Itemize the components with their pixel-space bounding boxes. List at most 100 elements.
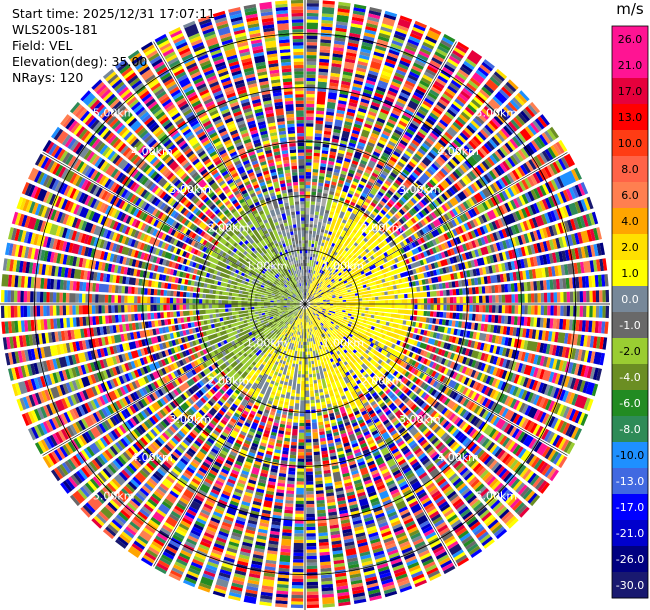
ray-gates — [311, 409, 316, 414]
ray-gates — [196, 474, 227, 525]
ray-gates — [254, 420, 273, 466]
ray-gates — [486, 198, 520, 221]
colorbar-tick-label: 17.0 — [618, 85, 643, 98]
ray-gates — [521, 293, 525, 303]
ray-gates — [517, 282, 522, 292]
ray-gates — [156, 494, 205, 572]
ray-gates — [364, 45, 417, 154]
ray-gates — [307, 71, 435, 300]
ray-gates — [121, 225, 164, 248]
ray-gates — [316, 313, 508, 478]
ray-gates — [305, 64, 317, 231]
ray-gates — [247, 79, 297, 268]
ray-gates — [30, 350, 96, 376]
ray-gates — [239, 51, 303, 293]
ray-gates — [283, 470, 296, 527]
ray-gates — [175, 314, 300, 537]
ray-gates — [326, 257, 532, 301]
ray-gates — [307, 308, 417, 483]
ray-gates — [491, 73, 503, 85]
ray-gates — [15, 318, 175, 348]
ray-gates — [426, 311, 431, 317]
ray-gates — [109, 393, 156, 426]
ray-gates — [307, 189, 329, 290]
ray-gates — [36, 219, 44, 232]
ray-gates — [139, 344, 185, 366]
ray-gates — [26, 305, 96, 317]
ray-gates — [54, 180, 301, 302]
ray-gates — [318, 68, 329, 73]
ray-gates — [249, 399, 255, 404]
ray-gates — [309, 307, 440, 420]
ray-gates — [539, 240, 552, 253]
ray-gates — [306, 64, 394, 299]
plot-metadata: Start time: 2025/12/31 17:07:11 WLS200s-… — [12, 6, 215, 86]
ray-gates — [125, 465, 135, 475]
ray-gates — [310, 304, 589, 363]
ray-gates — [183, 265, 211, 278]
ray-gates — [39, 374, 153, 435]
ray-gates — [293, 542, 304, 560]
ray-gates — [356, 42, 418, 175]
ray-gates — [137, 307, 301, 448]
ray-gates — [414, 189, 571, 261]
ray-gates — [341, 436, 349, 444]
ray-gates — [117, 304, 271, 313]
ray-gates — [315, 232, 373, 294]
ray-gates — [343, 475, 351, 481]
ray-gates — [433, 311, 603, 334]
ray-gates — [221, 395, 228, 402]
ray-gates — [248, 573, 261, 579]
range-ring-label: 3.00km — [399, 183, 441, 196]
ray-gates — [575, 319, 609, 334]
ray-gates — [479, 396, 529, 429]
ray-gates — [498, 305, 577, 317]
ray-gates — [30, 317, 224, 361]
ray-gates — [416, 150, 424, 158]
ray-gates — [56, 342, 74, 355]
ray-gates — [474, 239, 480, 248]
ray-gates — [248, 29, 278, 140]
ray-gates — [166, 244, 173, 252]
ray-gates — [99, 144, 116, 161]
ray-gates — [197, 150, 210, 163]
ray-gates — [74, 218, 82, 229]
ray-gates — [77, 309, 299, 500]
colorbar-swatch — [612, 260, 648, 287]
ray-gates — [121, 66, 210, 179]
ray-gates — [7, 290, 157, 304]
ray-gates — [222, 397, 235, 411]
ray-gates — [527, 353, 533, 363]
ray-gates — [23, 305, 41, 317]
ray-gates — [149, 183, 192, 219]
ray-gates — [512, 212, 519, 222]
range-ring-label: 5.00km — [93, 489, 135, 502]
ray-gates — [101, 304, 300, 346]
range-ring-label: 2.00km — [208, 375, 250, 388]
ray-gates — [142, 497, 190, 564]
ray-gates — [216, 162, 298, 292]
ray-gates — [160, 72, 245, 204]
colorbar-swatch — [612, 234, 648, 261]
ray-gates — [342, 415, 383, 513]
ray-gates — [141, 397, 217, 476]
ray-gates — [20, 290, 44, 303]
ray-gates — [20, 230, 112, 262]
ray-gates — [62, 116, 210, 232]
ray-gates — [207, 106, 303, 300]
ray-gates — [356, 488, 365, 494]
ray-gates — [308, 308, 460, 526]
ray-gates — [178, 364, 217, 393]
ray-gates — [265, 40, 281, 87]
ray-gates — [458, 321, 462, 328]
ray-gates — [305, 39, 360, 299]
ray-gates — [305, 12, 319, 163]
ray-gates — [270, 76, 280, 81]
ray-gates — [145, 433, 153, 442]
ray-gates — [385, 543, 410, 587]
ray-gates — [125, 383, 132, 393]
ray-gates — [313, 441, 333, 582]
ray-gates — [350, 201, 356, 207]
ray-gates — [299, 185, 305, 286]
ray-gates — [125, 72, 169, 125]
